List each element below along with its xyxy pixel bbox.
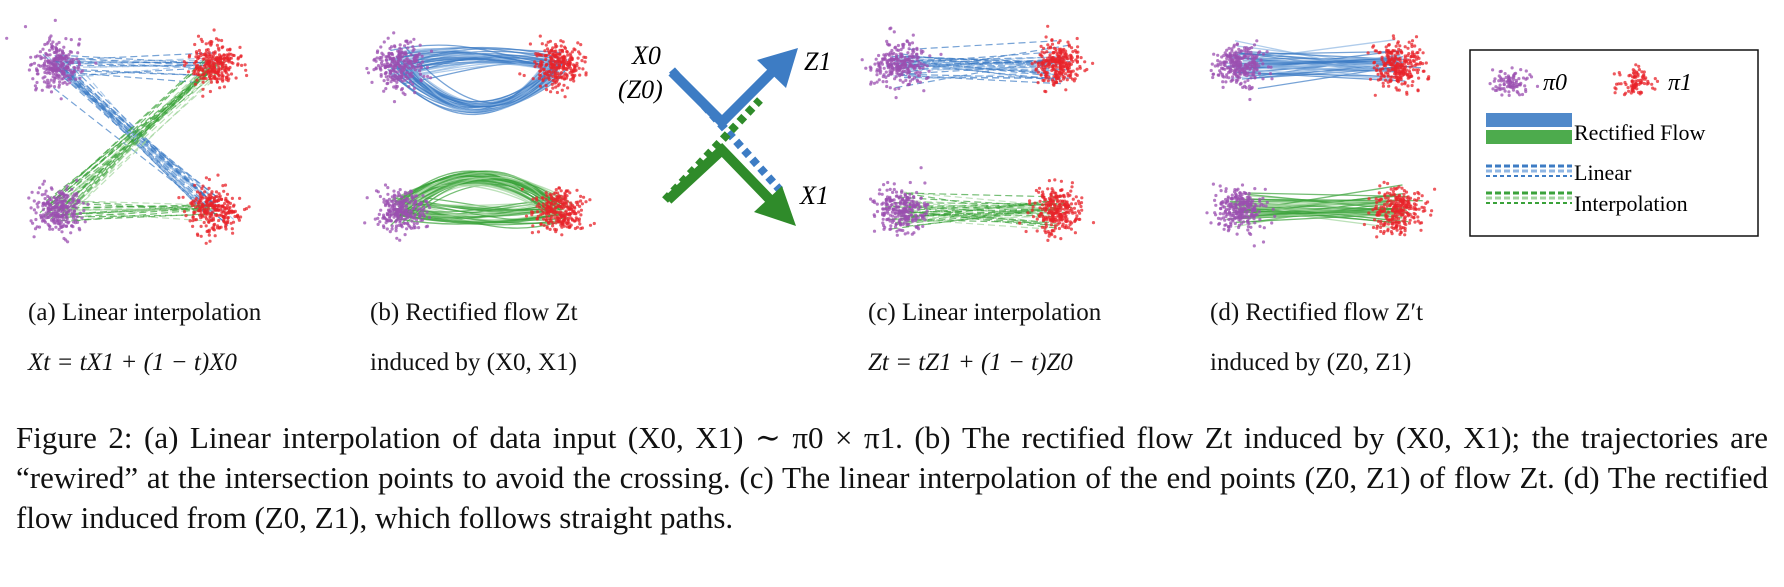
legend-linear-label-2: Interpolation (1574, 191, 1688, 216)
legend-linear-label-1: Linear (1574, 160, 1632, 185)
panel-d-pi1-top (1366, 34, 1431, 97)
x0-label: X0 (631, 41, 661, 70)
panel-b-pi1-bottom (520, 186, 596, 237)
panel-b-rectified-flow (363, 31, 596, 242)
z0-dotted-path (662, 97, 763, 203)
panel-d-pi0-top (1209, 39, 1274, 102)
legend-pi1-swatch (1612, 63, 1660, 97)
panel-d-pi1-bottom (1362, 180, 1437, 239)
legend-pi0-cloud (1488, 66, 1540, 97)
legend: π0 π1 Rectified Flow Linear Interpolatio… (1469, 49, 1759, 237)
panel-b-pi0-top (365, 31, 434, 104)
panel-d-pi0-bottom (1205, 182, 1277, 248)
subfig-c-title: (c) Linear interpolation (868, 299, 1102, 326)
panel-d-rectified-flow (1205, 34, 1437, 248)
panel-a-pi1-top (182, 28, 249, 98)
legend-pi0-swatch (1488, 66, 1540, 97)
panel-c-pi1-bottom (1018, 178, 1096, 242)
subfig-d-title: (d) Rectified flow Z′t (1210, 299, 1424, 326)
panel-a-blue-cross (42, 53, 235, 226)
panel-b-pi1-top (518, 34, 588, 99)
panel-c-linear-interpolation (860, 24, 1096, 242)
legend-rectified-swatch (1486, 113, 1572, 144)
legend-rectified-label: Rectified Flow (1574, 120, 1705, 145)
panel-c-pi1-top (1030, 24, 1095, 94)
panel-a-green-straight (50, 199, 223, 223)
z1-label: Z1 (804, 47, 831, 76)
subfig-a-equation: Xt = tX1 + (1 − t)X0 (28, 349, 237, 376)
subfig-b-subtitle: induced by (X0, X1) (370, 349, 577, 376)
x1-arrowhead (754, 186, 796, 226)
z1-arrow-path (668, 60, 784, 130)
subfig-d-subtitle: induced by (Z0, Z1) (1210, 349, 1412, 376)
x1-arrow-path (664, 143, 782, 212)
x1-label: X1 (799, 181, 829, 210)
panel-a-pi1-bottom (177, 173, 251, 245)
legend-pi1-label: π1 (1668, 70, 1692, 96)
panel-c-pi0-top (860, 26, 943, 100)
legend-linear-swatch (1486, 164, 1572, 204)
panel-b-blue-v (387, 46, 571, 116)
panel-a-green-cross (39, 56, 229, 221)
figure-caption: Figure 2: (a) Linear interpolation of da… (16, 420, 1768, 535)
panel-b-pi0-bottom (363, 183, 432, 242)
legend-pi0-label: π0 (1543, 70, 1567, 96)
panel-a-pi0-top (5, 18, 98, 101)
crossing-arrow-diagram: X0 (Z0) Z1 X1 (618, 41, 831, 226)
z0-label: (Z0) (618, 75, 663, 104)
subfig-a-title: (a) Linear interpolation (28, 299, 262, 326)
subfig-c-equation: Zt = tZ1 + (1 − t)Z0 (868, 349, 1073, 376)
subfig-b-title: (b) Rectified flow Zt (370, 299, 578, 326)
z1-arrowhead (757, 48, 798, 88)
legend-pi1-cloud (1612, 63, 1660, 97)
figure-panels: X0 (Z0) Z1 X1 π0 π1 Rectified Flow Linea… (5, 18, 1759, 248)
panel-a-linear-interpolation (5, 18, 251, 245)
panel-c-pi0-bottom (869, 166, 930, 237)
panel-a-pi0-bottom (27, 178, 90, 244)
